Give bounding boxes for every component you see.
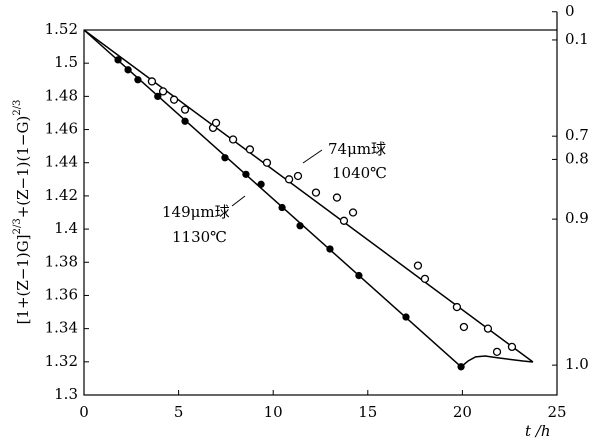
x-tick-label: 0 — [79, 403, 89, 421]
x-tick-label: 15 — [358, 403, 377, 421]
data-point — [355, 271, 363, 280]
data-point — [293, 171, 303, 181]
y-tick-label: 1.36 — [45, 285, 78, 303]
plot-frame — [83, 29, 558, 396]
y2-tick-label: 0 — [565, 2, 575, 20]
annotation: 74μm球 — [328, 140, 386, 158]
data-point — [326, 245, 334, 253]
data-point — [147, 77, 157, 86]
fit-line — [83, 29, 462, 368]
data-point — [339, 216, 349, 225]
x-tick-label: 20 — [453, 403, 472, 421]
data-point — [134, 76, 142, 84]
data-point — [420, 274, 430, 284]
data-point — [180, 105, 190, 114]
y-label-sup: 2/3 — [12, 100, 23, 116]
data-point — [332, 193, 342, 202]
y-tick-label: 1.38 — [45, 252, 78, 270]
data-point — [507, 342, 517, 352]
y-tick-label: 1.5 — [54, 53, 78, 71]
y-label-part: +(Z−1)(1−G) — [14, 116, 32, 219]
y-tick-label: 1.42 — [45, 186, 78, 204]
y2-tick-label: 0.1 — [565, 30, 589, 48]
y2-tick-label: 0.8 — [565, 149, 589, 167]
y2-tick-label: 0.9 — [565, 209, 589, 227]
y-tick-label: 1.34 — [45, 319, 78, 337]
y2-tick-label: 0.7 — [565, 126, 589, 144]
x-tick-label: 10 — [264, 403, 283, 421]
data-point — [158, 87, 168, 96]
data-point — [114, 56, 122, 64]
data-point — [245, 145, 255, 154]
y-tick-label: 1.46 — [45, 120, 78, 138]
y-tick-label: 1.52 — [45, 20, 78, 38]
data-point — [257, 180, 265, 188]
y2-tick-label: 1.0 — [565, 355, 589, 373]
data-point — [452, 302, 462, 312]
data-point — [124, 66, 132, 74]
x-tick-label: 25 — [547, 403, 566, 421]
y-axis-label: [1+(Z−1)G]2/3+(Z−1)(1−G)2/3 — [12, 100, 33, 325]
data-point — [154, 92, 162, 101]
annotation: 149μm球 — [162, 203, 230, 221]
data-point — [278, 203, 286, 212]
y-label-part: [1+(Z−1)G] — [14, 234, 32, 324]
data-point — [402, 313, 410, 321]
x-axis-label: t /h — [525, 422, 551, 440]
y-tick-label: 1.4 — [54, 219, 78, 237]
leader-line — [231, 195, 246, 207]
y-tick-label: 1.3 — [54, 385, 78, 403]
data-point — [262, 158, 272, 167]
data-point — [311, 188, 321, 197]
data-point — [413, 261, 423, 270]
data-point — [459, 322, 469, 332]
data-point — [483, 324, 493, 333]
data-point — [348, 208, 358, 217]
data-point — [169, 95, 179, 104]
leader-line — [302, 149, 323, 164]
annotation: 1040℃ — [332, 164, 387, 182]
x-tick-label: 5 — [174, 403, 184, 421]
data-point — [242, 170, 250, 178]
data-point — [211, 118, 221, 128]
data-point — [284, 175, 294, 184]
data-point — [181, 117, 189, 125]
data-point — [492, 347, 502, 357]
data-point — [228, 135, 238, 144]
data-point — [457, 363, 465, 371]
y-tick-label: 1.32 — [45, 352, 78, 370]
data-point — [296, 222, 304, 230]
y-tick-label: 1.48 — [45, 86, 78, 104]
data-point — [221, 154, 229, 162]
annotation: 1130℃ — [172, 228, 227, 246]
y-tick-label: 1.44 — [45, 153, 78, 171]
fit-line — [460, 355, 534, 368]
y-label-sup: 2/3 — [12, 218, 23, 234]
